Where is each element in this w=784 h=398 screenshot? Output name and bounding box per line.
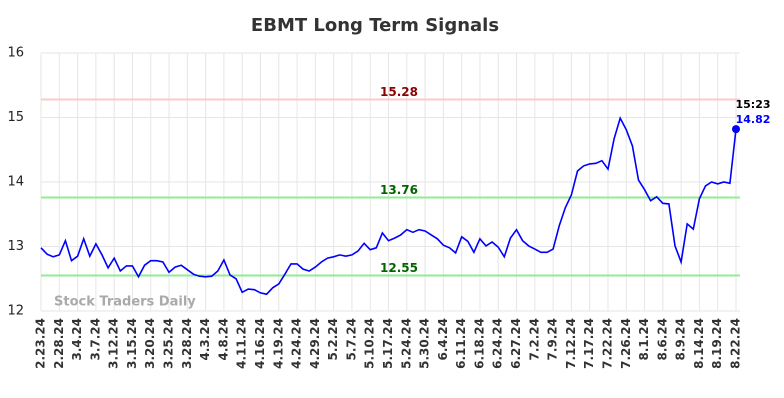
last-value: 14.82 <box>736 113 771 126</box>
x-tick-label: 6.27.24 <box>509 318 523 369</box>
signal-label: 13.76 <box>380 183 418 197</box>
x-tick-label: 2.23.24 <box>34 318 48 369</box>
x-tick-label: 3.25.24 <box>162 318 176 369</box>
x-tick-label: 3.7.24 <box>88 318 102 361</box>
x-tick-label: 4.11.24 <box>235 318 249 369</box>
y-tick-label: 14 <box>7 175 24 190</box>
x-tick-label: 4.29.24 <box>308 318 322 369</box>
x-tick-label: 4.24.24 <box>290 318 304 369</box>
x-tick-label: 7.22.24 <box>600 318 614 369</box>
x-tick-label: 7.17.24 <box>582 318 596 369</box>
x-tick-label: 7.26.24 <box>619 318 633 369</box>
x-tick-label: 3.4.24 <box>70 318 84 361</box>
x-tick-label: 5.30.24 <box>418 318 432 369</box>
last-point <box>732 125 740 134</box>
x-tick-label: 6.11.24 <box>454 318 468 369</box>
x-tick-label: 4.3.24 <box>198 318 212 361</box>
price-line <box>40 115 737 296</box>
signal-label: 15.28 <box>380 85 418 99</box>
watermark: Stock Traders Daily <box>54 295 196 310</box>
x-tick-label: 5.17.24 <box>381 318 395 369</box>
x-tick-label: 7.9.24 <box>546 318 560 361</box>
x-tick-label: 5.24.24 <box>399 318 413 369</box>
x-tick-label: 4.19.24 <box>271 318 285 369</box>
x-tick-label: 5.7.24 <box>344 318 358 361</box>
x-tick-label: 8.14.24 <box>692 318 706 369</box>
y-tick-label: 16 <box>7 46 24 61</box>
x-tick-label: 6.4.24 <box>436 318 450 361</box>
x-tick-label: 6.24.24 <box>491 318 505 369</box>
y-tick-label: 13 <box>7 239 24 254</box>
x-tick-label: 6.18.24 <box>472 318 486 369</box>
x-tick-label: 7.12.24 <box>564 318 578 369</box>
x-tick-label: 5.10.24 <box>363 318 377 369</box>
y-tick-label: 12 <box>7 304 24 319</box>
x-tick-label: 3.28.24 <box>180 318 194 369</box>
x-tick-label: 8.22.24 <box>729 318 743 369</box>
x-tick-label: 5.2.24 <box>326 318 340 361</box>
x-tick-label: 8.1.24 <box>637 318 651 361</box>
chart-title: EBMT Long Term Signals <box>251 15 499 36</box>
x-tick-label: 8.9.24 <box>674 318 688 361</box>
x-tick-label: 3.15.24 <box>125 318 139 369</box>
x-tick-label: 4.8.24 <box>216 318 230 361</box>
y-tick-label: 15 <box>7 110 24 125</box>
signal-label: 12.55 <box>380 261 418 275</box>
x-tick-label: 2.28.24 <box>52 318 66 369</box>
x-tick-label: 3.20.24 <box>143 318 157 369</box>
x-tick-label: 8.6.24 <box>655 318 669 361</box>
last-time: 15:23 <box>735 98 770 111</box>
x-tick-label: 8.19.24 <box>710 318 724 369</box>
x-tick-label: 3.12.24 <box>107 318 121 369</box>
x-tick-label: 4.16.24 <box>253 318 267 369</box>
x-tick-label: 7.2.24 <box>527 318 541 361</box>
